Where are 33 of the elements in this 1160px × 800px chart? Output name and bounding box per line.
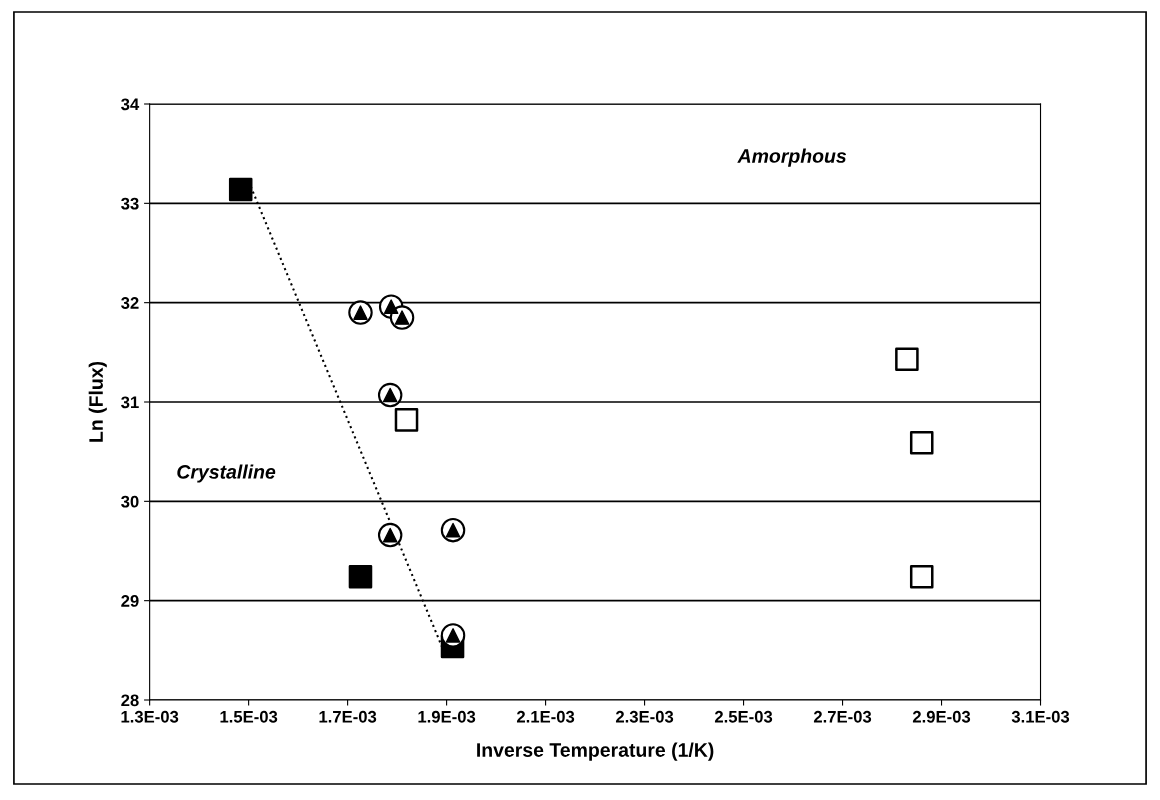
point [389, 305, 415, 330]
x-tick-label: 2.7E-03 [813, 710, 872, 723]
x-tick-label: 2.3E-03 [615, 710, 674, 723]
x-tick-label: 2.9E-03 [912, 710, 971, 723]
point [394, 408, 419, 432]
point [440, 623, 466, 648]
x-tick-label: 2.1E-03 [516, 710, 575, 723]
y-tick-label: 28 [121, 694, 139, 707]
point [348, 565, 373, 589]
y-tick-label: 31 [121, 396, 139, 409]
x-tick-label: 1.3E-03 [121, 710, 179, 723]
point [348, 300, 373, 325]
annotation: Crystalline [177, 464, 276, 483]
y-axis-title: Ln (Flux) [88, 361, 107, 442]
y-tick-label: 30 [121, 495, 139, 508]
annotation: Amorphous [737, 148, 847, 167]
point [228, 177, 253, 202]
y-tick-label: 32 [121, 297, 139, 309]
point [377, 382, 403, 408]
x-tick-label: 1.7E-03 [319, 710, 377, 723]
x-tick-label: 1.5E-03 [220, 710, 278, 723]
x-axis-title: Inverse Temperature (1/K) [477, 742, 714, 761]
point [909, 565, 934, 589]
y-tick-label: 33 [121, 197, 139, 210]
point [895, 347, 919, 372]
x-tick-label: 1.9E-03 [418, 710, 476, 723]
point [909, 430, 934, 455]
point [440, 517, 466, 543]
point [377, 522, 403, 548]
x-tick-label: 2.5E-03 [714, 710, 773, 723]
y-tick-label: 34 [121, 98, 140, 111]
y-tick-label: 29 [121, 595, 139, 607]
x-tick-label: 3.1E-03 [1011, 710, 1070, 723]
